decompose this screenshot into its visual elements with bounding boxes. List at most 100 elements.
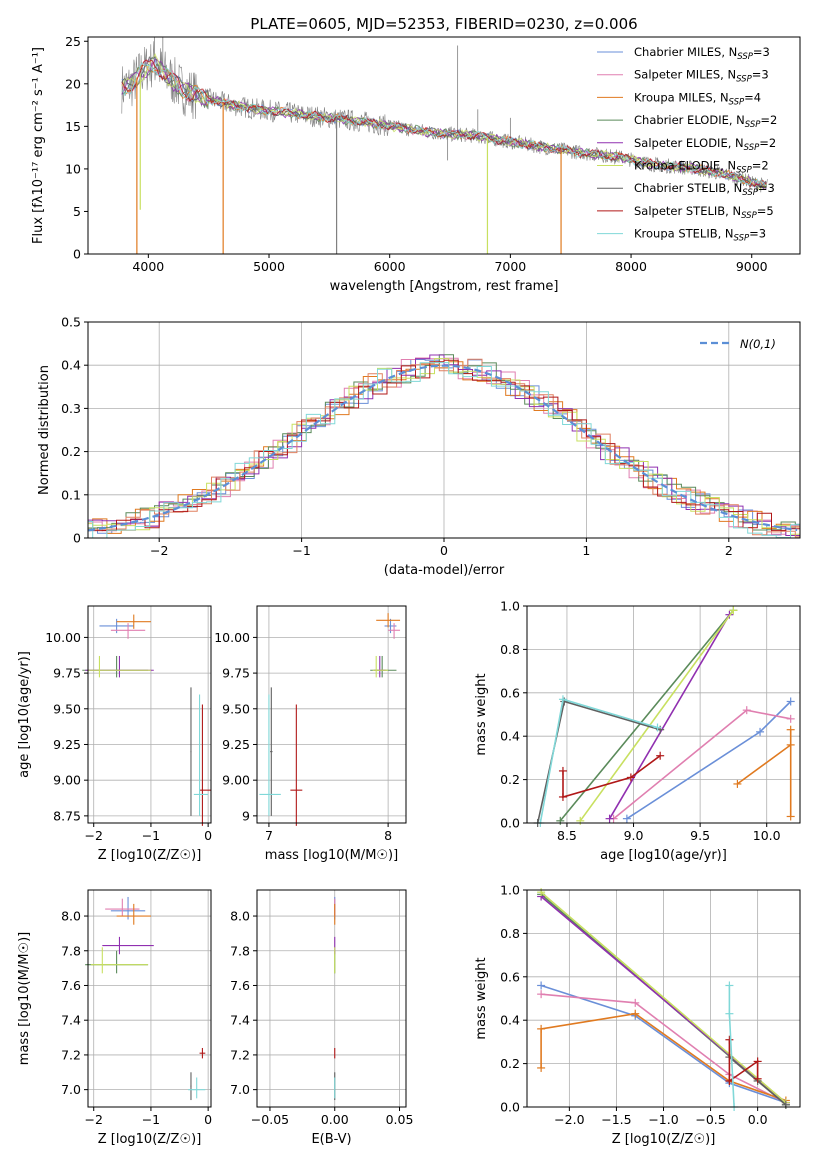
legend-subscript: SSP <box>736 166 752 176</box>
y-tick-label: 1.0 <box>500 883 520 898</box>
x-tick-label: 8.5 <box>557 828 577 843</box>
x-tick-label: −2 <box>150 543 168 558</box>
x-tick-label: 0 <box>204 1112 212 1127</box>
y-tick-label: 5 <box>73 204 81 219</box>
y-tick-label: 25 <box>65 34 81 49</box>
y-axis-label: Flux [fλ10⁻¹⁷ erg cm⁻² s⁻¹ A⁻¹] <box>31 47 46 244</box>
y-tick-label: 0.6 <box>500 685 520 700</box>
y-tick-label: 9.75 <box>222 666 250 681</box>
x-tick-label: −0.5 <box>695 1112 725 1127</box>
y-tick-label: 7.8 <box>61 943 81 958</box>
y-tick-label: 7.2 <box>230 1047 250 1062</box>
x-tick-label: −2 <box>85 1112 103 1127</box>
legend-subscript: SSP <box>745 120 761 130</box>
histogram-line <box>88 359 800 538</box>
y-axis-label: Normed distribution <box>37 365 52 495</box>
x-tick-label: −1 <box>142 1112 160 1127</box>
x-tick-label: 0.05 <box>386 1112 414 1127</box>
y-tick-label: 1.0 <box>500 599 520 614</box>
x-axis-label: Z [log10(Z/Z☉)] <box>98 848 202 863</box>
y-tick-label: 7.6 <box>230 978 250 993</box>
axes-frame <box>87 605 212 824</box>
x-tick-label: 9.0 <box>624 828 644 843</box>
x-tick-label: 8 <box>384 828 392 843</box>
y-tick-label: 0.3 <box>61 401 81 416</box>
x-tick-label: 0 <box>440 543 448 558</box>
legend-value: =2 <box>760 113 777 127</box>
x-tick-label: 2 <box>725 543 733 558</box>
x-tick-label: −1.0 <box>648 1112 678 1127</box>
y-tick-label: 10.00 <box>45 630 81 645</box>
y-axis-label: age [log10(age/yr)] <box>17 651 32 778</box>
x-axis-label: mass [log10(M/M☉)] <box>265 848 398 863</box>
normal-curve-line <box>88 364 798 532</box>
y-tick-label: 0.4 <box>500 729 520 744</box>
y-tick-label: 9.25 <box>222 737 250 752</box>
y-axis-label: mass [log10(M/M☉)] <box>17 932 32 1065</box>
y-tick-label: 7.4 <box>230 1013 250 1028</box>
y-tick-label: 0.0 <box>500 816 520 831</box>
legend-text: Salpeter ELODIE, N <box>634 136 744 150</box>
legend-subscript: SSP <box>741 211 757 221</box>
legend-value: =5 <box>757 204 774 218</box>
legend-entry: Kroupa STELIB, NSSP=3 <box>634 227 766 244</box>
legend-text: Kroupa STELIB, N <box>634 227 734 241</box>
x-tick-label: 0.0 <box>748 1112 768 1127</box>
y-tick-label: 9.75 <box>53 666 81 681</box>
weight-z-line <box>540 984 787 1104</box>
weight-age-line <box>539 698 658 824</box>
legend-subscript: SSP <box>737 52 753 62</box>
legend-subscript: SSP <box>744 143 760 153</box>
y-tick-label: 15 <box>65 119 81 134</box>
weight-age-line <box>608 614 731 820</box>
y-axis-label: mass weight <box>474 957 489 1039</box>
y-tick-label: 0.2 <box>500 772 520 787</box>
x-tick-label: 0 <box>204 828 212 843</box>
x-tick-label: 6000 <box>374 259 406 274</box>
legend-value: =4 <box>744 90 761 104</box>
legend-entry: Chabrier MILES, NSSP=3 <box>634 45 770 62</box>
y-tick-label: 20 <box>65 76 81 91</box>
weight-vs-age-panel: 8.5 9.0 9.5 10.0 0.0 0.2 0.4 0.6 0.8 1.0 age [log1… <box>474 599 801 863</box>
legend-subscript: SSP <box>729 97 745 107</box>
weight-z-line <box>728 1039 759 1083</box>
spectrum-panel: 4000 5000 6000 7000 8000 9000 0 5 10 15 20 25 wavele… <box>31 34 801 294</box>
y-tick-label: 0.6 <box>500 969 520 984</box>
y-tick-label: 8.0 <box>230 909 250 924</box>
y-tick-label: 9.50 <box>53 701 81 716</box>
y-tick-label: 0.1 <box>61 487 81 502</box>
legend-text: Salpeter MILES, N <box>634 68 736 82</box>
histograms <box>88 354 800 538</box>
residuals-panel: −2 −1 0 1 2 0 0.1 0.2 0.3 0.4 0.5 (data-model)/erro… <box>37 315 801 578</box>
x-axis-label: age [log10(age/yr)] <box>600 848 727 863</box>
y-tick-label: 0.4 <box>500 1013 520 1028</box>
x-tick-label: 0.00 <box>321 1112 349 1127</box>
legend-entry: Chabrier ELODIE, NSSP=2 <box>634 113 777 130</box>
x-axis-label: Z [log10(Z/Z☉)] <box>612 1132 716 1147</box>
x-tick-label: 1 <box>582 543 590 558</box>
axes-frame <box>526 605 801 824</box>
x-tick-label: 7 <box>265 828 273 843</box>
legend-text: Kroupa ELODIE, N <box>634 159 736 173</box>
legend-value: =3 <box>758 181 775 195</box>
y-tick-label: 0.5 <box>61 315 81 330</box>
x-tick-label: −2.0 <box>554 1112 584 1127</box>
y-tick-label: 0.4 <box>61 358 81 373</box>
age-vs-mass-panel: 7 8 9 9.00 9.25 9.50 9.75 10.00 mass [log10(M/M☉… <box>214 605 407 863</box>
axes-frame <box>256 605 407 824</box>
spectrum-lines <box>121 37 768 254</box>
x-tick-label: 7000 <box>494 259 526 274</box>
histogram-line <box>88 358 800 538</box>
legend-text: Chabrier ELODIE, N <box>634 113 745 127</box>
x-tick-label: 9000 <box>736 259 768 274</box>
weight-age-line <box>562 755 661 799</box>
legend-text: Chabrier STELIB, N <box>634 181 742 195</box>
y-tick-label: 7.8 <box>230 943 250 958</box>
legend-subscript: SSP <box>734 234 750 244</box>
y-tick-label: 7.0 <box>230 1082 250 1097</box>
legend-value: =2 <box>752 159 769 173</box>
weight-z-line <box>540 891 787 1104</box>
legend-value: =3 <box>753 45 770 59</box>
age-vs-metallicity-panel: −2 −1 0 8.75 9.00 9.25 9.50 9.75 10.00 Z [log10(Z… <box>17 605 212 863</box>
